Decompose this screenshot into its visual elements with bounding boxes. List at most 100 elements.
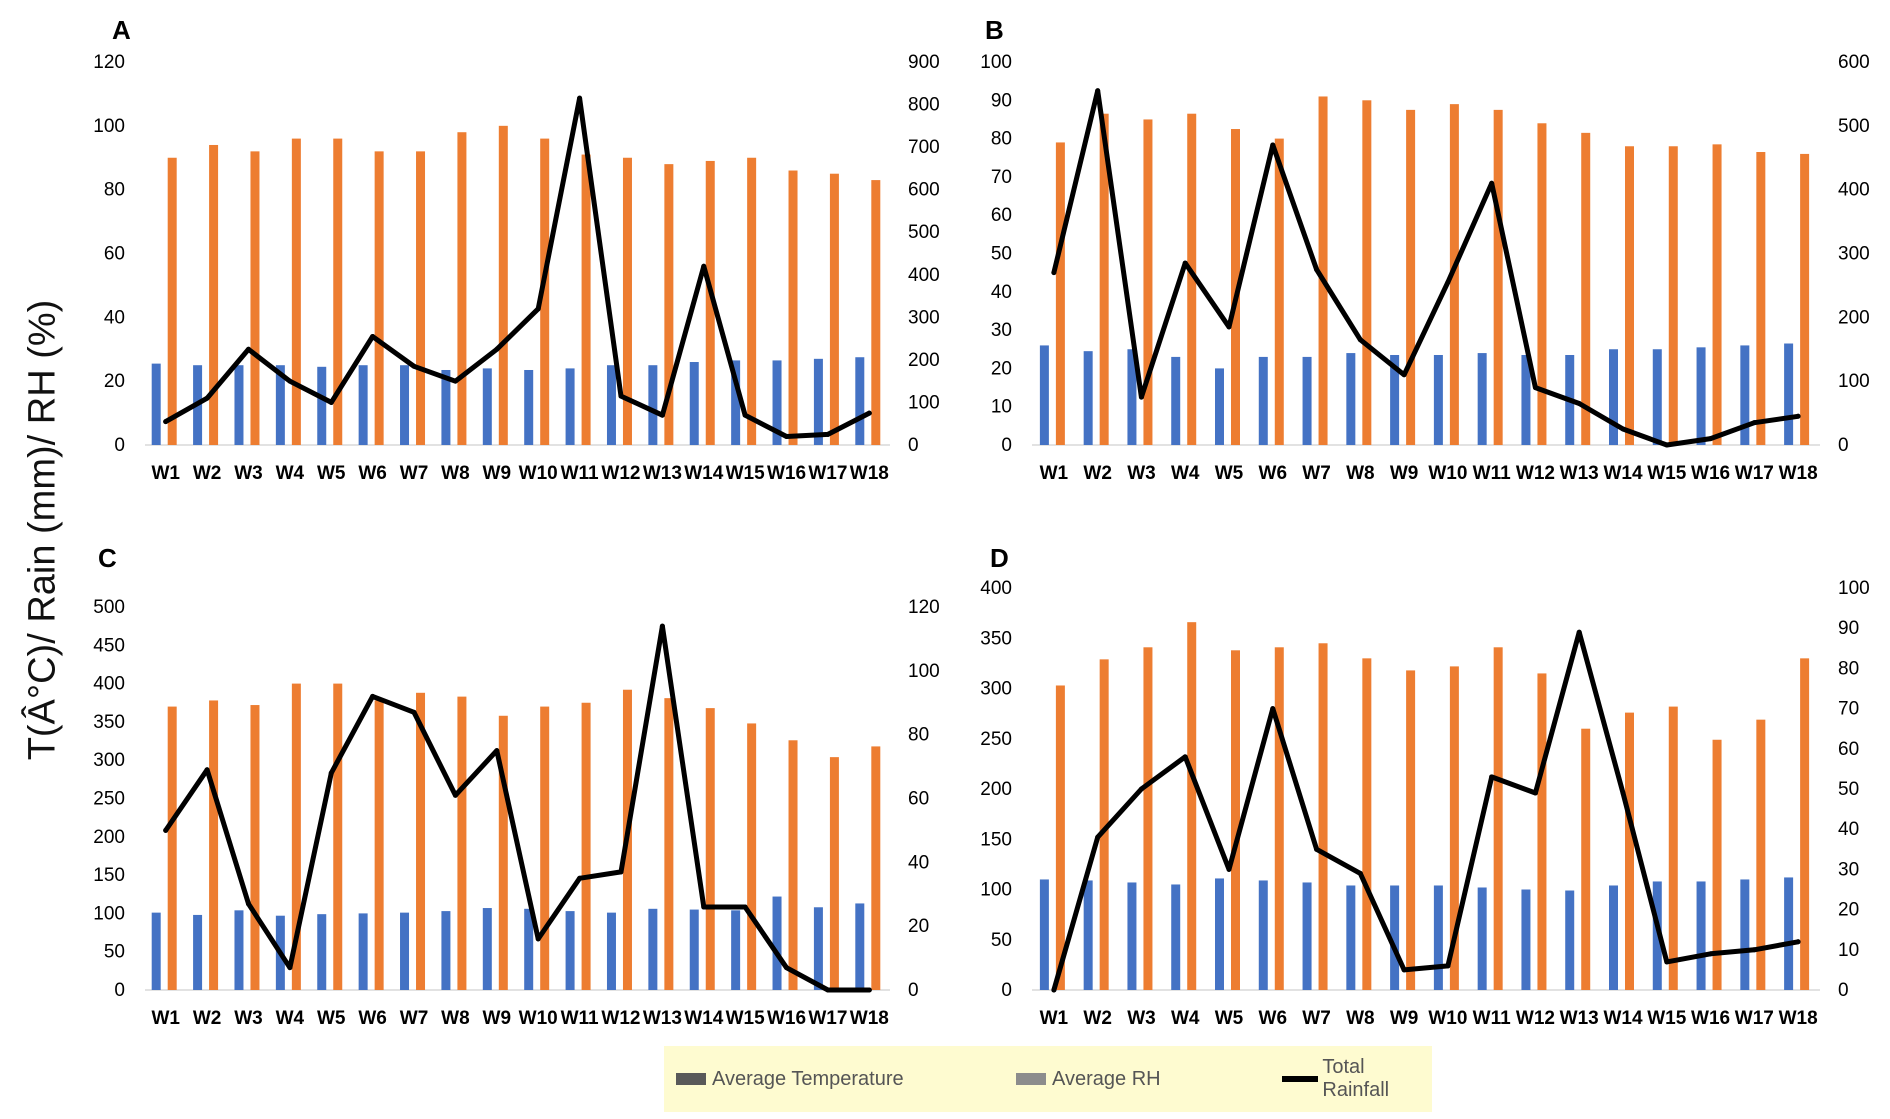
bar-temperature	[1433, 885, 1443, 990]
bar-temperature	[317, 366, 327, 445]
point-rainfall	[1532, 385, 1538, 391]
right-tick-label: 100	[1838, 578, 1870, 599]
bar-temperature	[151, 912, 161, 990]
bar-rh	[1318, 643, 1328, 990]
left-tick-label: 10	[991, 397, 1012, 418]
bar-temperature	[1609, 885, 1618, 990]
bar-temperature	[234, 365, 244, 445]
right-tick-label: 200	[908, 350, 940, 371]
bar-rh	[1274, 647, 1284, 990]
x-tick-label: W10	[1428, 1008, 1467, 1029]
right-tick-label: 300	[1838, 244, 1870, 265]
bar-rh	[829, 173, 839, 446]
bar-temperature	[689, 362, 699, 445]
left-tick-label: 0	[1001, 435, 1012, 456]
point-rainfall	[618, 869, 624, 875]
point-rainfall	[1357, 337, 1363, 343]
bar-temperature	[151, 363, 161, 445]
left-tick-label: 450	[93, 635, 125, 656]
point-rainfall	[1708, 436, 1714, 442]
bar-rh	[581, 154, 591, 445]
point-rainfall	[535, 936, 541, 942]
right-tick-label: 20	[908, 916, 929, 937]
right-tick-label: 400	[1838, 180, 1870, 201]
right-tick-label: 90	[1838, 618, 1859, 639]
line-rainfall	[1051, 88, 1801, 448]
x-tick-label: W5	[1215, 1008, 1244, 1029]
bar-rh	[1625, 146, 1634, 445]
x-tick-label: W1	[1040, 1008, 1069, 1029]
bar-temperature	[1127, 882, 1137, 990]
bar-temperature	[1302, 882, 1312, 990]
left-tick-label: 500	[93, 597, 125, 618]
bar-rh	[788, 170, 798, 445]
bar-temperature	[1477, 887, 1487, 990]
bar-rh	[540, 138, 550, 445]
x-tick-label: W15	[1647, 463, 1687, 484]
bar-rh	[1362, 100, 1372, 446]
legend-label-rainfall: Total Rainfall	[1322, 1056, 1390, 1101]
right-tick-label: 60	[1838, 739, 1859, 760]
bar-rh	[1099, 659, 1109, 990]
point-rainfall	[411, 363, 417, 369]
point-rainfall	[494, 748, 500, 754]
x-tick-label: W9	[1390, 1008, 1419, 1029]
bar-temperature	[1039, 345, 1049, 445]
point-rainfall	[163, 419, 169, 425]
point-rainfall	[1532, 790, 1538, 796]
point-rainfall	[866, 410, 872, 416]
bar-temperature	[813, 907, 823, 990]
point-rainfall	[1401, 967, 1407, 973]
point-rainfall	[163, 827, 169, 833]
bar-rh	[581, 702, 591, 990]
left-tick-label: 0	[114, 980, 125, 1001]
bar-temperature	[358, 365, 368, 445]
right-tick-label: 30	[1838, 859, 1859, 880]
left-tick-label: 60	[104, 244, 125, 265]
bar-temperature	[1346, 885, 1356, 990]
bar-temperature	[524, 369, 534, 445]
point-rainfall	[1357, 870, 1363, 876]
left-tick-label: 50	[104, 942, 125, 963]
x-tick-label: W12	[1516, 1008, 1555, 1029]
left-tick-label: 30	[991, 320, 1012, 341]
bar-temperature	[1433, 354, 1443, 445]
bar-rh	[622, 157, 632, 445]
bar-temperature	[648, 908, 658, 990]
bar-temperature	[1127, 349, 1137, 445]
left-tick-label: 0	[1001, 980, 1012, 1001]
left-tick-label: 0	[114, 435, 125, 456]
bar-rh	[167, 706, 177, 990]
bar-temperature	[1171, 884, 1181, 990]
bar-rh	[1055, 142, 1065, 445]
bar-rh	[1581, 728, 1591, 990]
bar-temperature	[772, 360, 782, 445]
point-rainfall	[245, 346, 251, 352]
x-tick-label: W18	[1779, 1008, 1818, 1029]
x-tick-label: W18	[850, 1008, 889, 1029]
point-rainfall	[1051, 270, 1057, 276]
bar-rh	[291, 138, 301, 445]
legend-line-rainfall	[1282, 1076, 1319, 1082]
right-tick-label: 500	[1838, 116, 1870, 137]
bar-rh	[1712, 144, 1722, 445]
point-rainfall	[1401, 372, 1407, 378]
bar-temperature	[482, 368, 492, 445]
point-rainfall	[411, 709, 417, 715]
bar-temperature	[1784, 343, 1794, 445]
bar-rh	[1406, 670, 1416, 990]
x-tick-label: W4	[276, 1008, 305, 1029]
x-tick-label: W2	[193, 463, 222, 484]
right-tick-label: 40	[908, 852, 929, 873]
x-tick-label: W3	[1127, 1008, 1156, 1029]
bar-temperature	[1215, 878, 1224, 990]
x-tick-label: W17	[808, 463, 847, 484]
x-tick-label: W8	[1346, 1008, 1375, 1029]
bar-rh	[1668, 706, 1678, 990]
point-rainfall	[1314, 846, 1320, 852]
point-rainfall	[618, 393, 624, 399]
bar-rh	[457, 132, 467, 445]
point-rainfall	[784, 965, 790, 971]
bar-rh	[540, 706, 550, 990]
point-rainfall	[1226, 324, 1232, 330]
